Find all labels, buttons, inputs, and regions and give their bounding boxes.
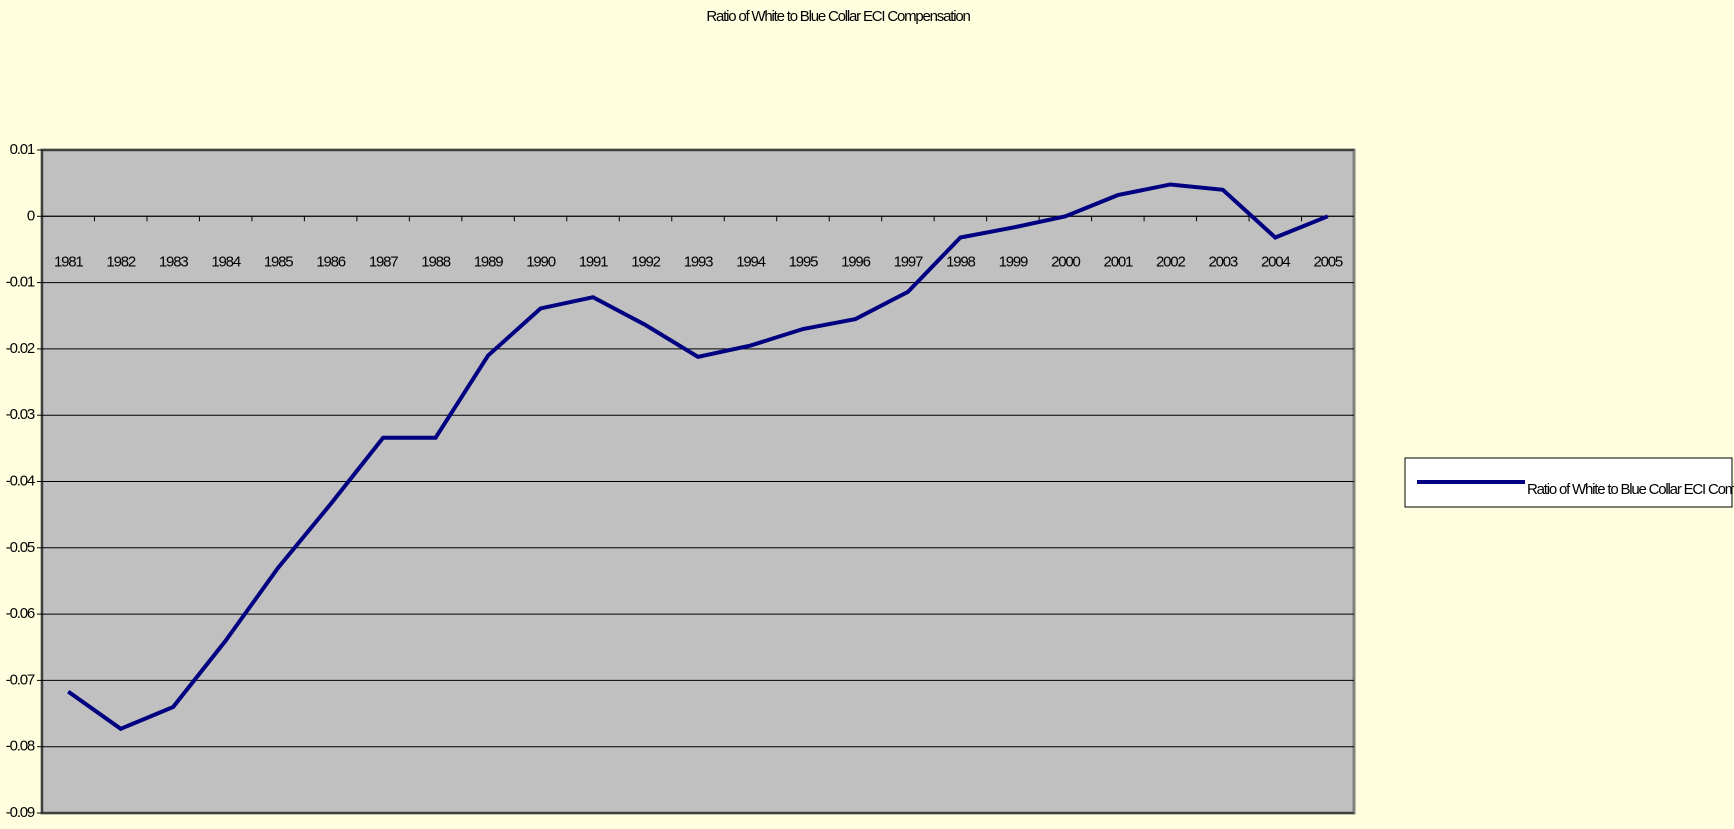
x-tick-label: 1987 <box>369 253 398 270</box>
x-tick-label: 1999 <box>999 253 1028 270</box>
x-tick-label: 1986 <box>316 253 345 270</box>
x-tick-label: 2003 <box>1209 253 1238 270</box>
y-tick-label: -0.02 <box>6 340 35 357</box>
chart-title: Ratio of White to Blue Collar ECI Compen… <box>706 8 970 25</box>
x-tick-label: 2004 <box>1261 253 1290 270</box>
x-tick-label: 2000 <box>1051 253 1080 270</box>
x-tick-label: 1988 <box>421 253 450 270</box>
y-tick-label: -0.01 <box>6 274 35 291</box>
x-tick-label: 2002 <box>1156 253 1185 270</box>
y-tick-label: 0 <box>27 207 35 224</box>
y-tick-label: -0.05 <box>6 539 35 556</box>
x-tick-label: 1992 <box>631 253 660 270</box>
y-tick-label: -0.03 <box>6 406 35 423</box>
x-tick-label: 1981 <box>54 253 83 270</box>
x-tick-label: 1991 <box>579 253 608 270</box>
legend-label: Ratio of White to Blue Collar ECI Compen… <box>1527 481 1734 498</box>
x-tick-label: 1998 <box>946 253 975 270</box>
y-tick-label: -0.06 <box>6 605 35 622</box>
x-tick-label: 1989 <box>474 253 503 270</box>
x-tick-label: 1997 <box>894 253 923 270</box>
y-tick-label: -0.08 <box>6 738 35 755</box>
x-tick-label: 1985 <box>264 253 293 270</box>
x-tick-label: 1994 <box>736 253 765 270</box>
x-tick-label: 2005 <box>1313 253 1342 270</box>
x-tick-label: 1993 <box>684 253 713 270</box>
y-tick-label: -0.07 <box>6 671 35 688</box>
y-tick-label: -0.04 <box>6 472 35 489</box>
x-tick-label: 2001 <box>1104 253 1133 270</box>
x-tick-label: 1983 <box>159 253 188 270</box>
y-tick-label: 0.01 <box>10 141 35 158</box>
x-tick-label: 1995 <box>789 253 818 270</box>
x-tick-label: 1996 <box>841 253 870 270</box>
y-tick-label: -0.09 <box>6 804 35 821</box>
x-tick-label: 1990 <box>526 253 555 270</box>
x-tick-label: 1984 <box>211 253 240 270</box>
data-line <box>67 182 1329 732</box>
x-tick-label: 1982 <box>106 253 135 270</box>
